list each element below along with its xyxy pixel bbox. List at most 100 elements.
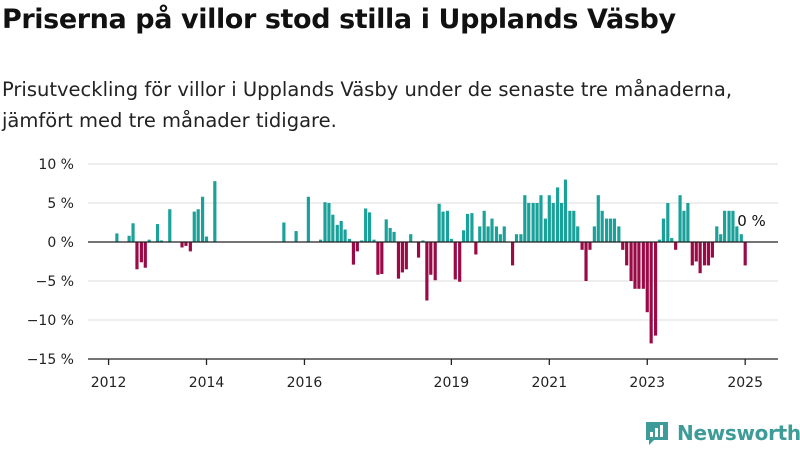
bar [666, 203, 670, 242]
bar [306, 196, 310, 242]
bar [404, 242, 408, 270]
bar [486, 226, 490, 242]
annotation-label: 0 % [737, 212, 766, 230]
bar [433, 242, 437, 281]
bar [184, 242, 188, 246]
bar [127, 235, 131, 242]
bar [490, 218, 494, 242]
bar-chart-logo-icon [646, 422, 668, 445]
bar [657, 239, 662, 242]
bar [429, 242, 433, 275]
bar [360, 240, 364, 242]
axes [88, 241, 778, 360]
y-tick-label: 0 % [47, 235, 74, 251]
bar [465, 213, 470, 242]
bar [617, 226, 621, 242]
bar [551, 203, 555, 242]
bar [690, 242, 694, 266]
bar [347, 238, 352, 242]
bar [135, 242, 139, 270]
bar [592, 226, 596, 242]
bar [180, 242, 184, 248]
gridlines [88, 163, 778, 360]
bar [380, 242, 384, 274]
bar [498, 234, 502, 242]
bar [400, 242, 404, 273]
bar [629, 242, 633, 281]
brand[interactable]: Newsworthy [644, 419, 800, 447]
bar [588, 242, 592, 250]
bar [539, 195, 543, 242]
bar [470, 213, 474, 242]
bar [645, 242, 649, 313]
bar [559, 203, 564, 242]
bar [621, 242, 625, 250]
bar [510, 242, 515, 266]
bar [633, 242, 637, 289]
bar [462, 230, 466, 242]
bar [494, 226, 499, 242]
annotations: 0 % [737, 212, 766, 230]
bar [547, 195, 551, 242]
bar [719, 234, 723, 242]
bar [556, 187, 560, 242]
bar [131, 223, 135, 242]
bar [351, 242, 356, 265]
chart-subtitle: Prisutveckling för villor i Upplands Väs… [2, 78, 733, 132]
bar [376, 242, 380, 275]
bar [327, 203, 331, 242]
bar [612, 218, 617, 242]
bar [600, 210, 604, 242]
bar [335, 224, 339, 242]
bar [367, 212, 372, 242]
bar [723, 210, 727, 242]
bar [343, 229, 347, 242]
bar [653, 242, 658, 336]
bar [213, 181, 217, 242]
x-tick-label: 2025 [727, 375, 763, 391]
bar [563, 179, 568, 242]
bar [698, 242, 702, 274]
bar [364, 208, 368, 242]
bar [478, 226, 482, 242]
bar [449, 238, 453, 242]
bar [201, 196, 205, 242]
bar [143, 242, 147, 268]
bar [147, 239, 151, 242]
x-tick-label: 2014 [189, 375, 225, 391]
bar [674, 242, 678, 250]
x-tick-label: 2012 [91, 375, 127, 391]
bar [282, 222, 286, 242]
bar [416, 242, 421, 258]
bar [661, 218, 665, 242]
bar [727, 210, 731, 242]
bar [568, 210, 572, 242]
bar [474, 242, 478, 255]
bar [584, 242, 588, 281]
bar [294, 231, 298, 242]
y-tick-label: 5 % [47, 196, 74, 212]
bar [384, 219, 388, 242]
x-tick-label: 2023 [629, 375, 665, 391]
bar [421, 240, 425, 242]
bar [702, 242, 707, 266]
bar [572, 210, 576, 242]
x-axis-tick-labels: 2012 2014 2016 2019 2021 2023 2025 [91, 359, 763, 391]
bar [437, 203, 441, 242]
bar [527, 203, 531, 242]
bar [482, 210, 486, 242]
bar [637, 242, 641, 289]
bar [155, 224, 160, 242]
bar [192, 211, 196, 242]
bar [715, 226, 719, 242]
bar [531, 203, 535, 242]
bar [445, 210, 450, 242]
bar [678, 195, 682, 242]
bar [596, 195, 600, 242]
x-tick-label: 2019 [434, 375, 470, 391]
bar [543, 218, 547, 242]
bar [196, 209, 200, 242]
brand-name: Newsworthy [677, 421, 800, 445]
bar [519, 234, 523, 242]
